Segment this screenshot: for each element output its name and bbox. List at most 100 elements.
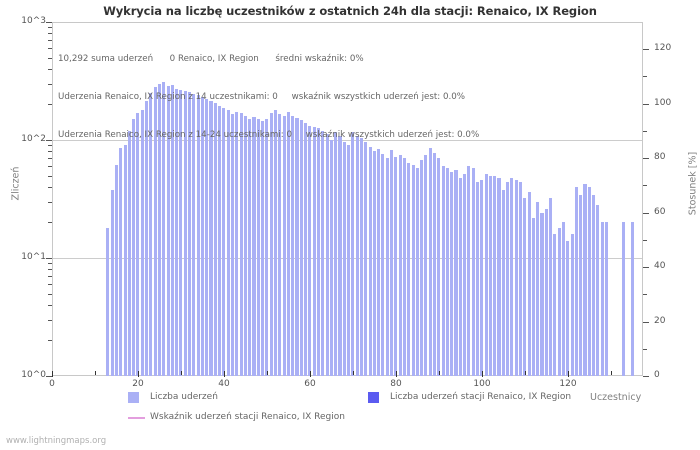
- bar: [394, 156, 398, 376]
- bar: [536, 201, 540, 376]
- bar: [592, 195, 596, 376]
- bar: [119, 147, 123, 376]
- bar: [304, 122, 308, 376]
- y-axis-left-minor-tick: [48, 40, 52, 41]
- y-axis-left-minor-tick: [48, 27, 52, 28]
- bar: [600, 222, 604, 376]
- bar: [226, 110, 230, 376]
- bar: [175, 88, 179, 376]
- footer-watermark: www.lightningmaps.org: [6, 436, 107, 446]
- bar: [364, 142, 368, 376]
- bar: [200, 97, 204, 376]
- x-axis-tick-label: 60: [304, 379, 316, 389]
- bar: [278, 114, 282, 376]
- y-axis-left-minor-tick: [48, 263, 52, 264]
- y-axis-left-minor-tick: [48, 276, 52, 277]
- bar: [265, 118, 269, 376]
- x-axis-tick-label: 0: [49, 379, 55, 389]
- bar: [321, 130, 325, 376]
- bar: [454, 169, 458, 376]
- bar: [445, 167, 449, 376]
- y-axis-left-tick-label: 10^3: [21, 16, 46, 26]
- bar: [544, 209, 548, 376]
- y-axis-left-minor-tick: [48, 48, 52, 49]
- bar: [463, 173, 467, 376]
- y-axis-left-tick-label: 10^2: [21, 134, 46, 144]
- y-axis-left-minor-tick: [48, 187, 52, 188]
- bar: [157, 83, 161, 376]
- bar: [252, 116, 256, 376]
- y-axis-left-minor-tick: [48, 166, 52, 167]
- bar: [342, 142, 346, 376]
- gridline: [53, 140, 642, 141]
- y-axis-right-tick: [643, 267, 649, 268]
- legend-label: Liczba uderzeń: [150, 392, 218, 402]
- bar: [248, 119, 252, 376]
- bar: [209, 100, 213, 376]
- annotation-line-1: 10,292 suma uderzeń 0 Renaico, IX Region…: [58, 54, 364, 65]
- legend-label: Wskaźnik uderzeń stacji Renaico, IX Regi…: [150, 412, 345, 422]
- bar: [273, 110, 278, 376]
- y-axis-right-tick: [643, 213, 649, 214]
- bar: [450, 171, 454, 376]
- y-axis-right-tick: [643, 376, 649, 377]
- bar: [420, 159, 424, 376]
- y-axis-right-tick-label: 0: [654, 370, 660, 380]
- y-axis-left-tick-label: 10^1: [21, 252, 46, 262]
- y-axis-left-tick: [46, 140, 52, 141]
- y-axis-left-minor-tick: [48, 284, 52, 285]
- y-axis-left-minor-tick: [48, 320, 52, 321]
- x-axis-tick: [568, 371, 569, 377]
- bar: [390, 150, 394, 376]
- x-axis-tick-label: 80: [390, 379, 402, 389]
- x-axis-tick-label: 20: [132, 379, 144, 389]
- annotation-line-3: Uderzenia Renaico, IX Region z 14-24 ucz…: [58, 129, 480, 140]
- y-axis-left-minor-tick: [48, 269, 52, 270]
- bar: [132, 119, 136, 376]
- bar: [351, 131, 355, 376]
- bar: [329, 140, 333, 376]
- bar: [312, 127, 316, 376]
- bar: [510, 177, 514, 376]
- bar: [458, 177, 462, 376]
- bar: [437, 158, 441, 376]
- y-axis-right-tick-label: 100: [654, 98, 672, 108]
- bar: [579, 195, 583, 376]
- bar: [127, 130, 131, 376]
- y-axis-left-minor-tick: [48, 84, 52, 85]
- x-axis-tick: [482, 371, 483, 377]
- x-axis-title: Uczestnicy: [590, 392, 642, 403]
- bar: [540, 213, 544, 376]
- y-axis-right-minor-tick: [643, 131, 647, 132]
- bar: [385, 158, 389, 376]
- y-axis-right-tick: [643, 158, 649, 159]
- bar: [428, 147, 432, 376]
- y-axis-left-minor-tick: [48, 145, 52, 146]
- y-axis-right-tick: [643, 322, 649, 323]
- bar: [471, 167, 475, 376]
- bar: [480, 179, 484, 376]
- y-axis-right-tick: [643, 49, 649, 50]
- y-axis-right-tick: [643, 104, 649, 105]
- bar: [162, 82, 166, 376]
- bar: [145, 100, 149, 376]
- bar: [630, 222, 634, 376]
- y-axis-left-title: Zliczeń: [10, 166, 22, 201]
- bar: [235, 112, 239, 376]
- bar: [170, 85, 174, 376]
- legend-color-swatch: [128, 392, 139, 403]
- bar: [411, 164, 415, 376]
- bar-series-all-strokes: [52, 22, 643, 376]
- bar: [355, 136, 359, 376]
- bar: [140, 109, 144, 376]
- legend-label: Liczba uderzeń stacji Renaico, IX Region: [390, 392, 572, 402]
- y-axis-left-minor-tick: [48, 202, 52, 203]
- bar: [527, 192, 531, 376]
- x-axis-tick: [138, 371, 139, 377]
- bar: [381, 154, 385, 376]
- bar: [415, 167, 419, 376]
- legend-color-swatch: [368, 392, 379, 403]
- bar: [166, 86, 170, 376]
- bar: [566, 240, 570, 376]
- bar: [488, 175, 492, 376]
